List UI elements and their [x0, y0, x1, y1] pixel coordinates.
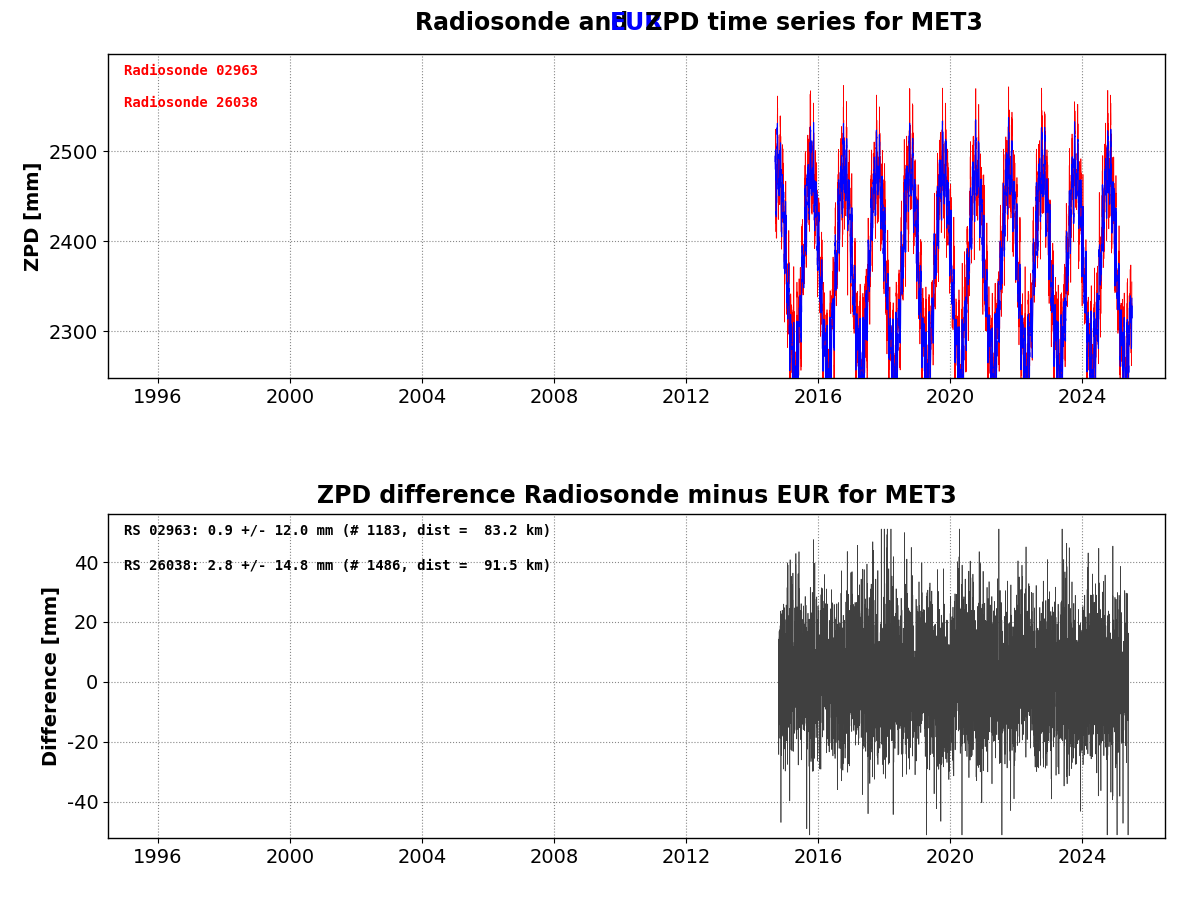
- Text: EUR: EUR: [610, 11, 663, 34]
- Y-axis label: ZPD [mm]: ZPD [mm]: [24, 161, 43, 270]
- Y-axis label: Difference [mm]: Difference [mm]: [42, 586, 61, 766]
- Text: Radiosonde and: Radiosonde and: [416, 11, 637, 34]
- Text: RS 02963: 0.9 +/- 12.0 mm (# 1183, dist =  83.2 km): RS 02963: 0.9 +/- 12.0 mm (# 1183, dist …: [124, 523, 551, 538]
- Text: Radiosonde 26038: Radiosonde 26038: [124, 96, 258, 110]
- Text: RS 26038: 2.8 +/- 14.8 mm (# 1486, dist =  91.5 km): RS 26038: 2.8 +/- 14.8 mm (# 1486, dist …: [124, 560, 551, 573]
- Text: ZPD time series for MET3: ZPD time series for MET3: [637, 11, 982, 34]
- Text: Radiosonde 02963: Radiosonde 02963: [124, 64, 258, 77]
- Title: ZPD difference Radiosonde minus EUR for MET3: ZPD difference Radiosonde minus EUR for …: [317, 484, 956, 508]
